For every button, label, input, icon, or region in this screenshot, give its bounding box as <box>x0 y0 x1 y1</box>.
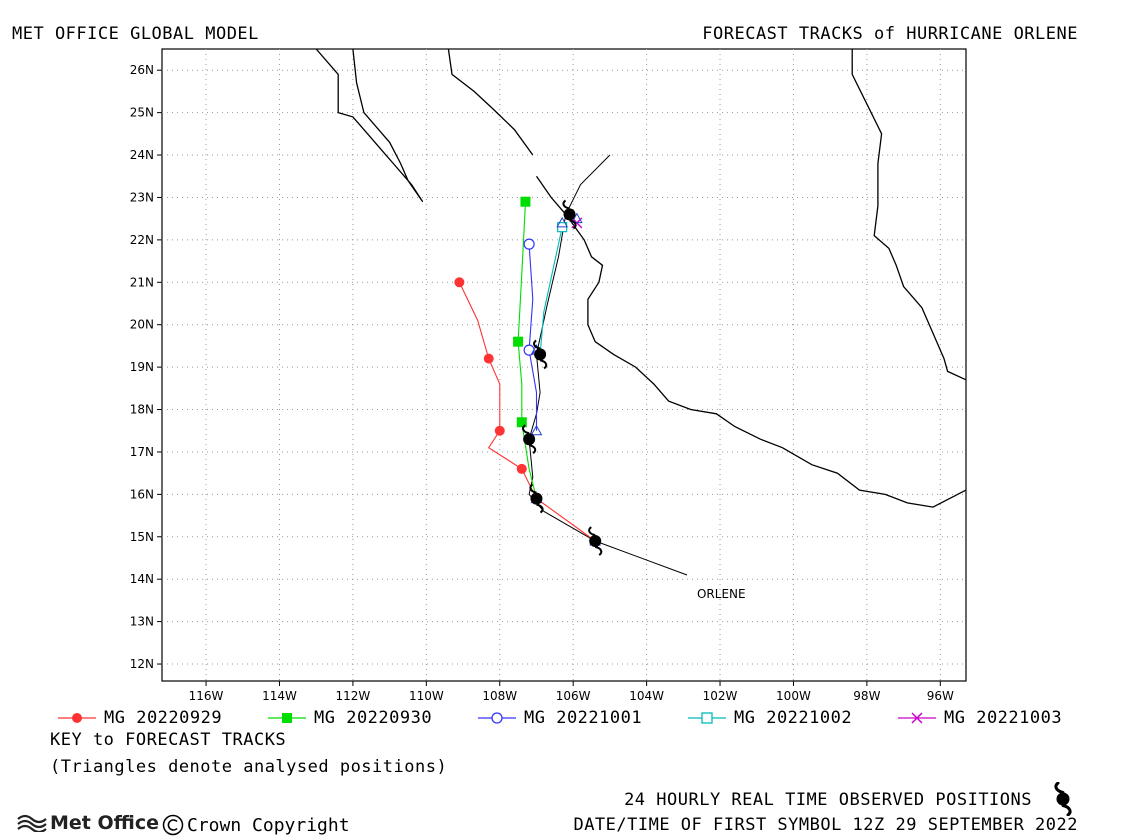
lat-tick-label: 25N <box>130 106 154 120</box>
forecast-point-open-circle <box>523 238 535 250</box>
lat-tick-label: 12N <box>130 657 154 671</box>
forecast-point-circle <box>483 353 494 364</box>
met-office-logo: Met Office <box>16 812 159 834</box>
lon-tick-label: 112W <box>336 689 371 700</box>
lon-tick-label: 102W <box>703 689 738 700</box>
hurricane-symbol-icon <box>529 483 544 514</box>
hurricane-symbol-icon <box>522 424 537 455</box>
hurricane-symbol-icon <box>588 526 603 556</box>
copyright-icon <box>162 814 184 836</box>
forecast-point-square <box>520 196 531 207</box>
first-symbol-datetime: DATE/TIME OF FIRST SYMBOL 12Z 29 SEPTEMB… <box>573 815 1078 835</box>
map-frame <box>161 48 967 682</box>
hurricane-symbol-icon <box>1054 782 1072 816</box>
forecast-point-circle <box>454 277 465 288</box>
forecast-point-circle <box>494 425 505 436</box>
lat-tick-label: 24N <box>130 148 154 162</box>
legend-label: MG 20220929 <box>104 708 223 728</box>
coastline <box>447 48 534 156</box>
analysed-position-triangle <box>530 424 543 436</box>
lat-tick-label: 21N <box>130 275 154 289</box>
lon-tick-label: 96W <box>927 689 954 700</box>
legend-item-mg-20220930: MG 20220930 <box>266 708 432 728</box>
key-title: KEY to FORECAST TRACKS <box>50 730 287 750</box>
lon-tick-label: 110W <box>409 689 444 700</box>
legend-label: MG 20221003 <box>944 708 1063 728</box>
copyright-text: Crown Copyright <box>187 814 350 836</box>
lon-tick-label: 116W <box>189 689 224 700</box>
legend-label: MG 20220930 <box>314 708 433 728</box>
legend-label: MG 20221001 <box>524 708 643 728</box>
legend-label: MG 20221002 <box>734 708 853 728</box>
analysed-position-triangle <box>570 212 583 224</box>
storm-name-label: ORLENE <box>697 587 746 601</box>
legend-marker-green-square <box>268 713 306 723</box>
lon-tick-label: 98W <box>853 689 880 700</box>
legend-marker-cyan-open-square <box>688 712 726 724</box>
lat-tick-label: 18N <box>130 403 154 417</box>
hurricane-symbol-icon <box>562 199 577 230</box>
lat-tick-label: 26N <box>130 63 154 77</box>
observed-positions-label: 24 HOURLY REAL TIME OBSERVED POSITIONS <box>624 790 1032 810</box>
coastline <box>315 48 424 203</box>
forecast-track-line <box>517 201 538 499</box>
analysed-position-triangle <box>556 216 569 228</box>
key-note: (Triangles denote analysed positions) <box>50 757 448 777</box>
hurricane-symbol-icon <box>533 339 548 370</box>
lat-tick-label: 19N <box>130 360 154 374</box>
logo-text: Met Office <box>50 812 159 834</box>
legend-marker-blue-open-circle <box>478 712 516 724</box>
lon-tick-label: 114W <box>262 689 297 700</box>
legend-marker-red-circle <box>58 713 96 723</box>
lon-tick-label: 106W <box>556 689 591 700</box>
met-office-wave-icon <box>17 814 47 832</box>
lat-tick-label: 23N <box>130 190 154 204</box>
coastline <box>535 175 967 508</box>
copyright-notice: Crown Copyright <box>162 814 350 836</box>
legend-item-mg-20221002: MG 20221002 <box>686 708 852 728</box>
lon-tick-label: 108W <box>482 689 517 700</box>
chart-title: FORECAST TRACKS of HURRICANE ORLENE <box>702 24 1078 44</box>
lon-tick-label: 104W <box>629 689 664 700</box>
forecast-track-line <box>539 226 563 355</box>
lat-tick-label: 13N <box>130 615 154 629</box>
lat-tick-label: 20N <box>130 318 154 332</box>
legend-item-mg-20221001: MG 20221001 <box>476 708 642 728</box>
lat-tick-label: 15N <box>130 530 154 544</box>
forecast-track-map: 116W 114W 112W 110W 108W 106W 104W 102W 100W 98W 9… <box>130 48 967 700</box>
legend-marker-magenta-x <box>898 712 936 724</box>
lon-tick-label: 100W <box>776 689 811 700</box>
lat-tick-label: 14N <box>130 572 154 586</box>
forecast-point-square <box>516 417 527 428</box>
lat-tick-label: 16N <box>130 487 154 501</box>
legend-item-mg-20220929: MG 20220929 <box>56 708 222 728</box>
forecast-point-circle <box>516 463 527 474</box>
lat-tick-label: 22N <box>130 233 154 247</box>
legend-item-mg-20221003: MG 20221003 <box>896 708 1062 728</box>
coastline <box>851 49 967 381</box>
lat-tick-label: 17N <box>130 445 154 459</box>
model-title: MET OFFICE GLOBAL MODEL <box>12 24 259 44</box>
forecast-point-square <box>513 336 524 347</box>
